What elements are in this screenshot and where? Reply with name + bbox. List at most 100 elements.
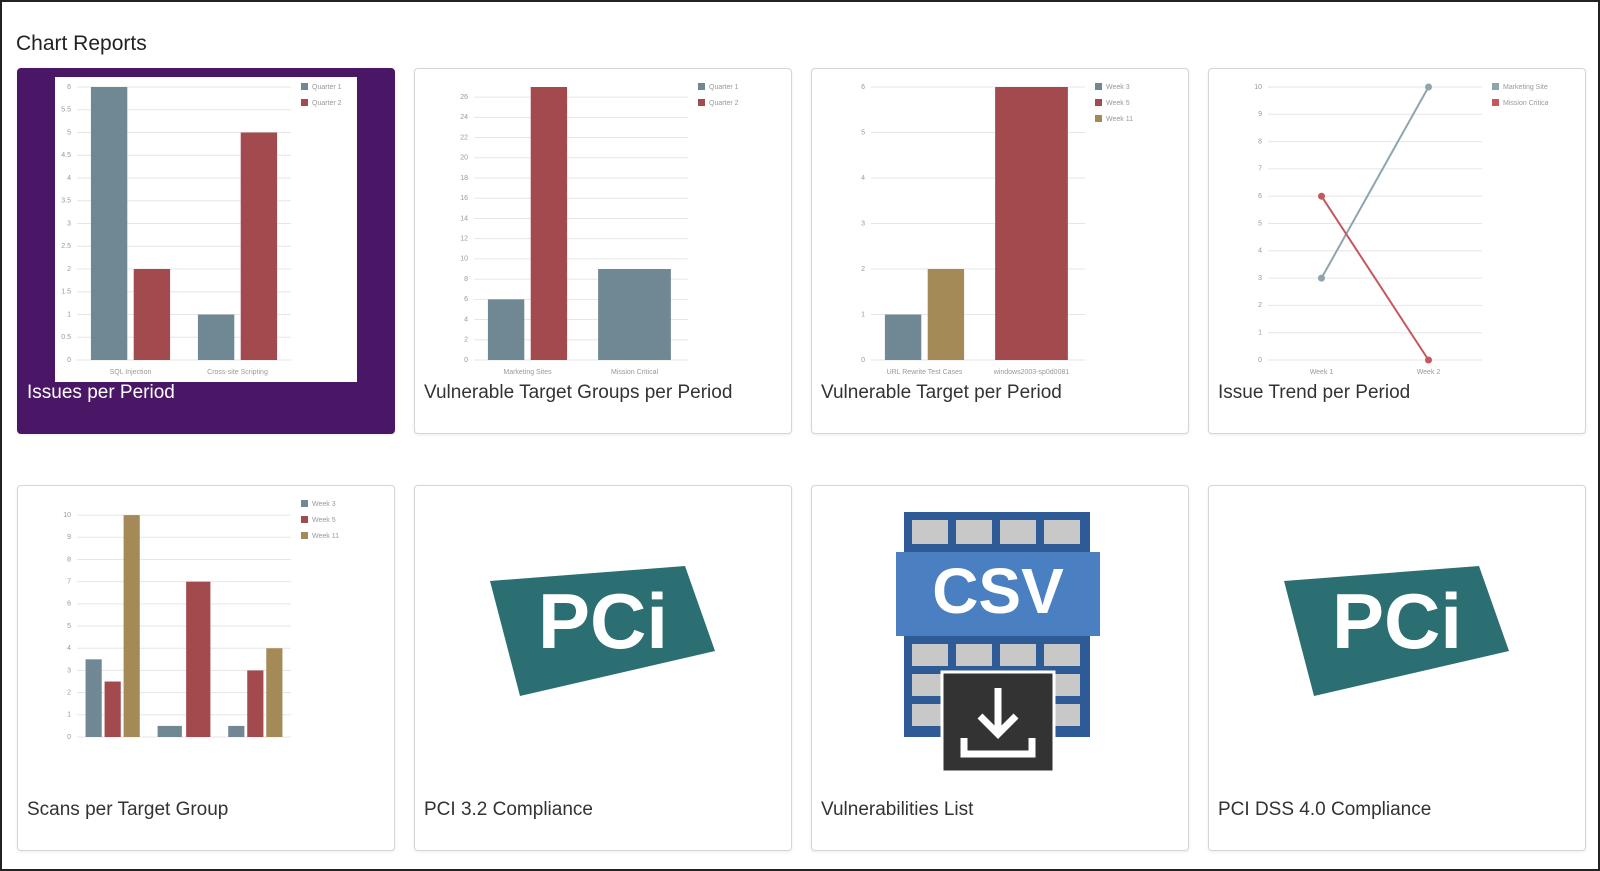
card-title[interactable]: PCI 3.2 Compliance [424, 799, 593, 820]
point [1318, 192, 1325, 200]
y-tick-label: 8 [464, 276, 468, 283]
y-tick-label: 22 [460, 134, 468, 141]
y-tick-label: 7 [67, 579, 71, 586]
section-title: Chart Reports [16, 32, 147, 55]
logo-text: PCi [538, 577, 668, 665]
legend-swatch [698, 83, 705, 90]
report-card[interactable]: 0 2 4 6 8 10 12 14 16 18 20 22 24 26 Quarter 1 Quarter … [414, 68, 792, 434]
legend-swatch [1492, 99, 1499, 106]
y-tick-label: 0 [464, 357, 468, 364]
bar [247, 670, 264, 737]
report-card[interactable]: CSV Vulnerabilities List [811, 485, 1189, 851]
chart-thumbnail: 0 0.5 1 1.5 2 2.5 3 3.5 4 4.5 5 5.5 6 Quarter 1 Quarte… [55, 77, 357, 382]
y-tick-label: 5.5 [61, 107, 71, 114]
bar [530, 87, 568, 360]
y-tick-label: 9 [1258, 111, 1262, 118]
y-tick-label: 7 [1258, 166, 1262, 173]
legend-label: Week 11 [1106, 116, 1133, 123]
bar [995, 87, 1068, 360]
card-title[interactable]: Issue Trend per Period [1218, 382, 1411, 403]
legend-label: Week 11 [312, 533, 339, 540]
report-card[interactable]: 0 1 2 3 4 5 6 7 8 9 10 Marketing Sites Mission Criti… [1208, 68, 1586, 434]
report-card[interactable]: PCi PCI DSS 4.0 Compliance [1208, 485, 1586, 851]
legend-swatch [698, 99, 705, 106]
y-tick-label: 1 [67, 311, 71, 318]
chart-thumbnail: 0 1 2 3 4 5 6 7 8 9 10 Week 3 Week 5 Week 11 [55, 494, 357, 759]
bar [228, 725, 245, 737]
bar [197, 314, 235, 360]
y-tick-label: 14 [460, 215, 468, 222]
legend-label: Week 5 [312, 517, 336, 524]
report-card[interactable]: 0 1 2 3 4 5 6 Week 3 Week 5 Week 11 URL Rewrite Te… [811, 68, 1189, 434]
legend-label: Week 3 [1106, 84, 1130, 91]
legend-label: Week 3 [312, 501, 336, 508]
card-title[interactable]: Vulnerable Target Groups per Period [424, 382, 733, 403]
y-tick-label: 12 [460, 236, 468, 243]
y-tick-label: 6 [861, 84, 865, 91]
y-tick-label: 3 [1258, 275, 1262, 282]
legend-label: Marketing Sites [1503, 84, 1548, 91]
bar [487, 299, 525, 360]
legend-label: Quarter 2 [709, 100, 739, 107]
x-tick-label: Week 1 [1310, 369, 1334, 376]
legend-swatch [1095, 83, 1102, 90]
card-title[interactable]: Vulnerabilities List [821, 799, 974, 820]
report-card[interactable]: PCi PCI 3.2 Compliance [414, 485, 792, 851]
y-tick-label: 1 [67, 712, 71, 719]
legend-swatch [301, 99, 308, 106]
y-tick-label: 0 [861, 357, 865, 364]
y-tick-label: 4 [67, 175, 71, 182]
x-tick-label: Marketing Sites [503, 369, 552, 376]
legend-swatch [301, 516, 308, 523]
pci-logo: PCi [1284, 566, 1509, 696]
y-tick-label: 9 [67, 534, 71, 541]
card-title[interactable]: Scans per Target Group [27, 799, 229, 820]
logo-text: PCi [1332, 577, 1462, 665]
y-tick-label: 2 [464, 337, 468, 344]
y-tick-label: 20 [460, 155, 468, 162]
csv-icon: CSV [896, 512, 1100, 774]
x-tick-label: Mission Critical [611, 369, 659, 376]
y-tick-label: 24 [460, 114, 468, 121]
report-card[interactable]: 0 0.5 1 1.5 2 2.5 3 3.5 4 4.5 5 5.5 6 Quarter 1 Quarte… [17, 68, 395, 434]
report-card[interactable]: 0 1 2 3 4 5 6 7 8 9 10 Week 3 Week 5 Week 11 Scans per… [17, 485, 395, 851]
x-tick-label: URL Rewrite Test Cases [887, 369, 963, 376]
y-tick-label: 5 [67, 623, 71, 630]
cells [912, 520, 1080, 726]
bar [266, 648, 283, 737]
card-title[interactable]: Issues per Period [27, 382, 175, 403]
bar [90, 87, 128, 360]
line [1320, 86, 1430, 279]
y-tick-label: 4 [861, 175, 865, 182]
y-tick-label: 6 [67, 84, 71, 91]
logo-shape [490, 566, 715, 696]
legend-label: Quarter 1 [312, 84, 342, 91]
card-title[interactable]: Vulnerable Target per Period [821, 382, 1062, 403]
y-tick-label: 2 [861, 266, 865, 273]
y-tick-label: 10 [63, 512, 71, 519]
x-tick-label: SQL Injection [110, 369, 152, 376]
y-tick-label: 2 [1258, 302, 1262, 309]
y-tick-label: 4 [464, 316, 468, 323]
y-tick-label: 0 [67, 734, 71, 741]
bar [598, 269, 671, 360]
download-arrow [960, 688, 1036, 758]
y-tick-label: 0 [67, 357, 71, 364]
y-tick-label: 4 [67, 645, 71, 652]
card-title[interactable]: PCI DSS 4.0 Compliance [1218, 799, 1432, 820]
y-tick-label: 16 [460, 195, 468, 202]
chart-thumbnail: 0 1 2 3 4 5 6 7 8 9 10 Marketing Sites Mission Criti… [1246, 77, 1548, 382]
y-tick-label: 4.5 [61, 152, 71, 159]
csv-band [896, 552, 1100, 636]
legend-swatch [301, 83, 308, 90]
legend-swatch [1095, 115, 1102, 122]
bar [85, 659, 102, 737]
y-tick-label: 8 [67, 556, 71, 563]
y-tick-label: 26 [460, 94, 468, 101]
y-tick-label: 4 [1258, 248, 1262, 255]
bar [123, 515, 140, 737]
card-grid: 0 0.5 1 1.5 2 2.5 3 3.5 4 4.5 5 5.5 6 Quarter 1 Quarte… [17, 68, 1586, 851]
y-tick-label: 1.5 [61, 289, 71, 296]
y-tick-label: 2 [67, 266, 71, 273]
